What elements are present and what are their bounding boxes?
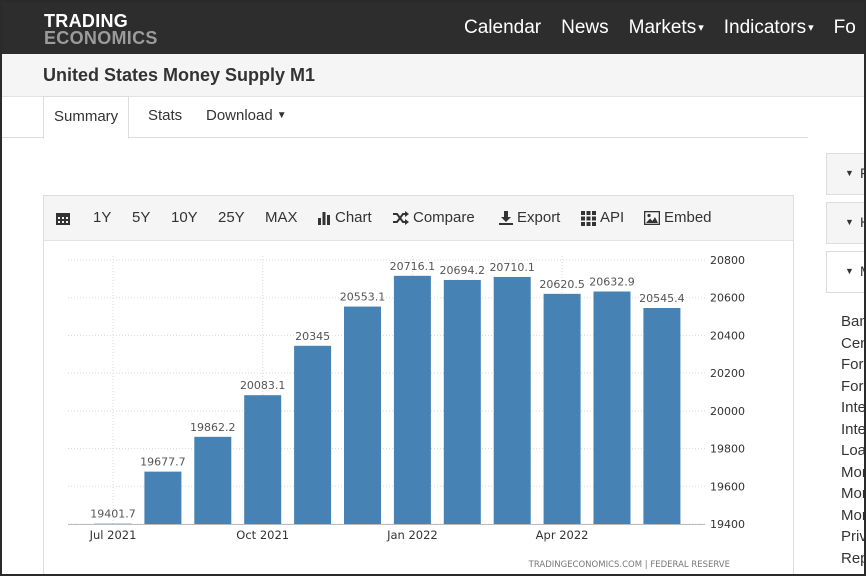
bar[interactable] [443,279,481,524]
bar[interactable] [393,275,431,524]
sidebar-link[interactable]: Mon [841,485,864,502]
y-tick-label: 19600 [710,480,745,493]
range-10y-button[interactable]: 10Y [171,209,198,226]
compare-button[interactable]: Compare [392,196,475,240]
download-icon [499,211,513,226]
bar[interactable] [144,471,182,524]
main-nav: Calendar News Markets ▾ Indicators ▾ Fo [464,2,864,54]
embed-button[interactable]: Embed [643,196,712,240]
sidebar-link[interactable]: Mon [841,506,864,524]
range-25y-button[interactable]: 25Y [218,209,245,226]
bar-value-label: 20710.1 [489,261,535,274]
bar-chart-icon [318,212,330,226]
sidebar-link[interactable]: Mon [841,463,864,481]
bar[interactable] [493,276,531,524]
sidebar-panel-1[interactable]: ▼ F [826,153,864,195]
y-tick-label: 20800 [710,254,745,267]
nav-markets[interactable]: Markets ▾ [628,17,704,38]
nav-forecast[interactable]: Fo [833,17,856,38]
bar-value-label: 20345 [295,330,330,343]
sidebar-link[interactable]: Inte [841,399,866,416]
bar-value-label: 20620.5 [539,278,585,291]
range-1y-button[interactable]: 1Y [93,209,112,226]
sidebar-panel-3[interactable]: ▼ M [826,251,864,293]
bar[interactable] [194,436,232,524]
x-tick-label: Apr 2022 [536,528,589,542]
nav-news[interactable]: News [561,17,609,38]
chevron-down-icon: ▾ [808,22,814,35]
sidebar-link[interactable]: For [841,356,864,373]
right-sidebar: ▼ F ▼ H ▼ M Ban Cen For For Inte Inte Lo… [826,137,866,574]
money-supply-bar-chart: 19401.7 19677.7 19862.2 20083.1 20345 20553.1… [68,254,745,570]
chart-source: TRADINGECONOMICS.COM | FEDERAL RESERVE [528,560,730,570]
caret-down-icon: ▼ [845,168,854,178]
caret-down-icon: ▼ [845,217,854,227]
y-tick-label: 19400 [710,518,745,531]
bar-value-label: 20545.4 [639,292,685,305]
bar-value-label: 20553.1 [340,291,386,304]
sidebar-link[interactable]: For [841,377,864,395]
range-5y-button[interactable]: 5Y [132,209,151,226]
y-tick-label: 20600 [710,292,745,305]
nav-calendar[interactable]: Calendar [464,17,542,38]
title-bar: United States Money Supply M1 [2,54,864,97]
bar[interactable] [294,345,332,524]
site-logo[interactable]: TRADING ECONOMICS [44,11,158,48]
tab-bar: Summary Stats Download ▼ [2,96,808,139]
sidebar-link[interactable]: Cen [841,334,866,352]
y-tick-label: 20000 [710,405,745,418]
bar-value-label: 20694.2 [440,264,486,277]
chevron-down-icon: ▾ [698,22,704,35]
image-icon [643,210,661,226]
sidebar-panel-2[interactable]: ▼ H [826,202,864,244]
tab-download[interactable]: Download ▼ [206,107,287,124]
top-navbar: TRADING ECONOMICS Calendar News Markets ▾… [2,2,864,54]
calendar-icon[interactable] [55,196,75,240]
nav-indicators[interactable]: Indicators ▾ [723,17,814,38]
y-tick-label: 19800 [710,443,745,456]
x-tick-label: Oct 2021 [236,528,289,542]
chart-type-button[interactable]: Chart [317,196,372,240]
caret-down-icon: ▼ [276,110,287,122]
shuffle-icon [393,211,409,226]
bar[interactable] [543,293,581,524]
chart-toolbar: 1Y 5Y 10Y 25Y MAX Chart Compare Export A… [44,196,793,241]
caret-down-icon: ▼ [845,266,854,276]
grid-icon [581,210,596,226]
bar[interactable] [643,308,681,524]
sidebar-link[interactable]: Priv [841,528,866,545]
logo-line2: ECONOMICS [44,28,158,48]
export-button[interactable]: Export [499,196,560,240]
tab-stats[interactable]: Stats [148,107,183,124]
chart-panel: 1Y 5Y 10Y 25Y MAX Chart Compare Export A… [43,195,794,574]
sidebar-link[interactable]: Inte [841,420,866,438]
bar[interactable] [344,306,381,524]
y-tick-label: 20200 [710,367,745,380]
bar-value-label: 19862.2 [190,421,236,434]
bar[interactable] [593,291,631,524]
tab-summary[interactable]: Summary [43,96,130,139]
y-tick-label: 20400 [710,329,745,342]
page-title: United States Money Supply M1 [43,65,316,85]
bar-value-label: 19401.7 [90,508,136,521]
x-tick-label: Jul 2021 [89,528,137,542]
bar-value-label: 19677.7 [140,456,186,469]
sidebar-link[interactable]: Loa [841,442,866,459]
bar-value-label: 20083.1 [240,379,286,392]
bar-value-label: 20632.9 [589,276,635,289]
sidebar-link[interactable]: Rep [841,549,866,567]
sidebar-link[interactable]: Ban [841,313,866,330]
bar-value-label: 20716.1 [390,260,436,273]
x-tick-label: Jan 2022 [386,528,438,542]
api-button[interactable]: API [581,196,624,240]
sidebar-link-list: Ban Cen For For Inte Inte Loa Mon Mon Mo… [841,311,866,569]
logo-line1: TRADING [44,11,129,31]
bar[interactable] [244,395,282,524]
range-max-button[interactable]: MAX [265,209,298,226]
